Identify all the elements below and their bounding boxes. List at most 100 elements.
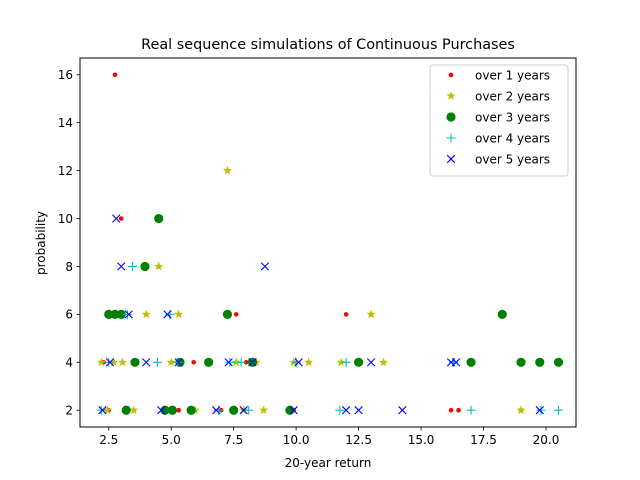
x-tick-label: 15.0 [408,433,435,447]
data-point-series-3-19 [466,357,476,367]
data-point-series-1-10 [243,360,249,365]
data-point-series-5-16 [294,358,303,367]
data-point-series-5-4 [117,262,126,271]
data-point-series-5-2 [105,358,115,367]
legend-label: over 4 years [475,131,550,145]
y-tick-label: 12 [58,164,73,178]
data-point-series-5-3 [112,214,121,223]
legend-entry: over 2 years [446,89,550,103]
y-tick-label: 6 [65,308,73,322]
data-point-series-4-16 [466,405,476,415]
data-point-series-5-20 [398,406,407,415]
x-tick-label: 12.5 [345,433,372,447]
data-point-series-2-6 [141,309,151,319]
data-point-series-2-4 [117,357,128,367]
legend-entry: over 3 years [446,110,550,124]
data-point-series-4-9 [225,357,235,367]
x-tick-label: 20.0 [533,433,560,447]
legend-label: over 1 years [475,68,550,82]
data-point-series-5-7 [157,406,166,415]
legend-entry: over 1 years [448,68,550,82]
y-tick-label: 4 [65,356,73,370]
legend-marker-circle [446,112,456,122]
legend-marker-point [448,72,454,78]
data-point-series-4-7 [172,357,182,367]
data-point-series-5-18 [354,406,363,415]
data-point-series-4-18 [536,405,546,415]
data-point-series-4-5 [152,357,162,367]
data-point-series-4-14 [341,357,351,367]
data-point-series-3-18 [497,309,507,319]
data-point-series-3-22 [553,357,564,367]
data-point-series-3-16 [285,405,295,415]
x-tick-label: 7.5 [224,433,243,447]
y-axis-label: probability [34,211,48,275]
legend-entry: over 4 years [446,131,550,145]
data-point-series-4-3 [127,261,137,271]
data-point-series-2-20 [379,357,389,367]
data-point-series-1-1 [112,72,118,78]
data-point-series-5-5 [124,310,133,319]
data-point-series-4-17 [554,405,564,415]
data-point-series-5-17 [341,406,351,415]
y-axis: 2 4 6 8 10 12 14 16 [58,68,80,418]
data-point-series-2-2 [102,405,113,415]
data-point-series-1-9 [233,312,239,317]
data-point-series-3-8 [160,405,170,415]
data-point-series-5-19 [366,358,376,367]
legend: over 1 years over 2 years over 3 years over… [429,64,569,177]
legend-marker-plus [446,133,456,143]
x-tick-label: 17.5 [470,433,497,447]
y-tick-label: 2 [65,404,73,418]
chart-title: Real sequence simulations of Continuous … [141,37,515,53]
data-point-series-4-2 [104,357,114,367]
data-point-series-3-12 [204,357,214,367]
data-point-series-5-12 [239,406,248,415]
data-point-series-4-10 [236,357,246,367]
data-point-series-5-1 [98,406,107,415]
data-point-series-2-3 [109,357,119,367]
legend-marker-x [446,154,456,164]
data-point-series-5-14 [260,262,270,271]
legend-box [429,64,569,177]
data-point-series-4-1 [96,405,106,415]
data-point-series-3-9 [167,405,178,415]
data-point-series-2-19 [366,309,376,319]
data-point-series-2-7 [154,261,164,271]
plot-markers [96,72,564,415]
data-point-series-3-17 [354,357,364,367]
legend-label: over 5 years [475,152,550,166]
data-point-series-3-11 [186,405,196,415]
data-point-series-5-9 [174,358,183,367]
data-point-series-2-11 [222,165,232,175]
x-tick-label: 2.5 [99,433,118,447]
legend-label: over 2 years [475,89,550,103]
y-tick-label: 14 [58,116,73,130]
data-point-series-2-5 [129,405,139,415]
data-point-series-3-4 [121,405,131,415]
data-point-series-1-13 [448,407,454,413]
data-point-series-3-6 [140,261,150,272]
data-point-series-3-14 [229,405,239,415]
data-point-series-3-20 [516,357,526,367]
data-point-series-1-7 [191,360,196,365]
data-point-series-1-2 [118,216,124,221]
data-point-series-1-6 [176,407,182,413]
y-tick-label: 16 [58,68,73,82]
data-point-series-3-3 [116,309,126,319]
data-point-series-4-13 [335,405,345,415]
plot-frame [79,57,577,428]
y-tick-label: 10 [58,212,73,226]
data-point-series-3-7 [154,213,164,224]
data-point-series-5-23 [535,406,544,415]
data-point-series-1-12 [343,312,349,317]
data-point-series-3-5 [130,357,140,367]
data-point-series-2-9 [174,309,184,319]
legend-entry: over 5 years [446,152,550,166]
data-point-series-5-6 [142,358,151,367]
legend-marker-star [446,91,456,100]
data-point-series-2-8 [166,357,176,367]
data-point-series-5-13 [248,358,257,367]
data-point-series-5-10 [211,406,221,415]
